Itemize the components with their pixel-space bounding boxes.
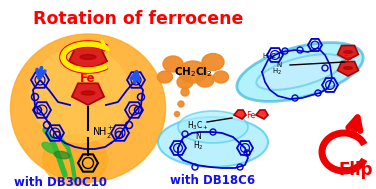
Ellipse shape bbox=[202, 53, 224, 70]
Ellipse shape bbox=[179, 61, 207, 83]
Polygon shape bbox=[69, 46, 107, 71]
Text: Fe: Fe bbox=[246, 111, 256, 119]
Text: Rotation of ferrocene: Rotation of ferrocene bbox=[33, 10, 243, 28]
Ellipse shape bbox=[178, 111, 248, 143]
Ellipse shape bbox=[81, 91, 95, 95]
Text: with DB30C10: with DB30C10 bbox=[14, 177, 106, 189]
Ellipse shape bbox=[344, 67, 352, 69]
Polygon shape bbox=[72, 83, 104, 105]
Ellipse shape bbox=[11, 34, 165, 182]
Text: Fe: Fe bbox=[344, 56, 352, 64]
Polygon shape bbox=[338, 46, 358, 60]
Circle shape bbox=[174, 112, 179, 116]
Ellipse shape bbox=[196, 73, 214, 87]
Polygon shape bbox=[256, 110, 268, 119]
Text: with DB18C6: with DB18C6 bbox=[170, 174, 256, 187]
Circle shape bbox=[178, 101, 184, 107]
Ellipse shape bbox=[237, 43, 363, 101]
Polygon shape bbox=[338, 62, 358, 76]
Ellipse shape bbox=[256, 54, 344, 90]
Ellipse shape bbox=[177, 75, 193, 88]
Text: NH$_2^+$: NH$_2^+$ bbox=[92, 125, 115, 141]
Circle shape bbox=[181, 88, 189, 96]
Text: H$_3$C$_+$
N
H$_2$: H$_3$C$_+$ N H$_2$ bbox=[187, 120, 209, 152]
Polygon shape bbox=[234, 110, 246, 119]
Text: CH$_2$Cl$_2$: CH$_2$Cl$_2$ bbox=[174, 65, 212, 79]
Ellipse shape bbox=[344, 51, 352, 53]
Ellipse shape bbox=[42, 142, 58, 154]
Ellipse shape bbox=[158, 117, 268, 167]
Text: Flip: Flip bbox=[339, 161, 373, 179]
Ellipse shape bbox=[163, 56, 183, 72]
Ellipse shape bbox=[54, 151, 70, 159]
Text: H$_3$C$_+$
N
H$_2$: H$_3$C$_+$ N H$_2$ bbox=[262, 52, 282, 77]
Ellipse shape bbox=[42, 135, 108, 185]
Text: Fe: Fe bbox=[80, 73, 96, 85]
Ellipse shape bbox=[30, 47, 130, 143]
Ellipse shape bbox=[214, 71, 229, 83]
Ellipse shape bbox=[80, 55, 96, 60]
Ellipse shape bbox=[158, 71, 173, 83]
